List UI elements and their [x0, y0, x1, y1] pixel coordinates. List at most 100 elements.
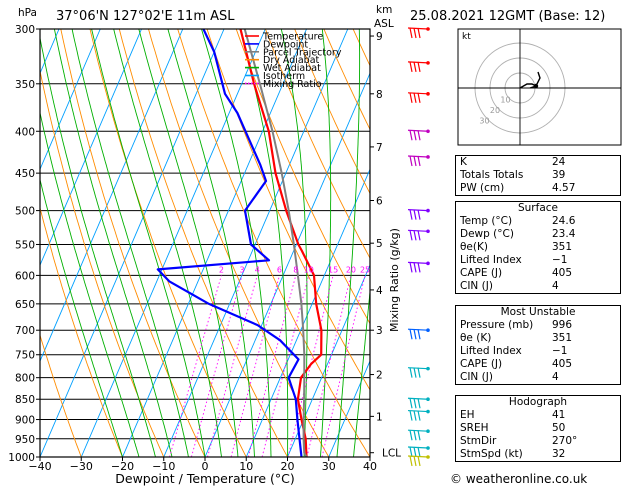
- pressure-tick-label: 1000: [8, 452, 35, 464]
- mixing-ratio-label: 8: [293, 265, 298, 274]
- isotherm-line: [163, 29, 349, 457]
- surface-row-label: Lifted Index: [460, 254, 522, 266]
- wet-adiabat-line: [40, 35, 156, 457]
- pressure-tick-label: 450: [15, 168, 35, 180]
- pw-value: 4.57: [552, 182, 576, 194]
- pressure-tick-label: 650: [15, 299, 35, 311]
- hodo-row-label: StmSpd (kt): [460, 448, 523, 460]
- mu-row-value: 4: [552, 371, 559, 383]
- k-index-value: 24: [552, 156, 566, 168]
- mu-row-label: Lifted Index: [460, 345, 522, 357]
- dry-adiabat-line: [40, 68, 165, 457]
- axes: 3003504004505005506006507007508008509009…: [8, 24, 401, 473]
- wet-adiabat-line: [138, 29, 239, 457]
- hodo-row-label: SREH: [460, 422, 489, 434]
- pressure-tick-label: 600: [15, 270, 35, 282]
- background-lines: [40, 29, 370, 457]
- km-tick-label: 5: [376, 238, 383, 250]
- hodograph-table: Hodograph EH 41 SREH 50 StmDir 270° StmSpd …: [455, 395, 621, 462]
- wind-barb: [407, 397, 430, 409]
- wet-adiabat-line: [201, 29, 272, 457]
- wind-barb: [407, 155, 430, 167]
- mixing-ratio-label: 2: [219, 265, 224, 274]
- x-tick-label: −20: [111, 460, 134, 473]
- x-tick-label: 10: [239, 460, 253, 473]
- x-tick-label: 0: [202, 460, 209, 473]
- mixing-ratio-label: 4: [255, 265, 260, 274]
- wet-adiabat-line: [71, 29, 189, 457]
- surface-row-value: 351: [552, 241, 573, 253]
- pressure-tick-label: 550: [15, 239, 35, 251]
- mixing-ratio-line: [247, 275, 297, 457]
- isotherm-line: [245, 168, 370, 457]
- mu-row-value: −1: [552, 345, 568, 357]
- x-tick-label: 40: [363, 460, 377, 473]
- hodo-row-value: 41: [552, 409, 566, 421]
- dry-adiabat-line: [264, 29, 370, 260]
- k-index-label: K: [460, 156, 467, 168]
- wind-barb: [407, 61, 430, 72]
- pressure-tick-label: 850: [15, 394, 35, 406]
- pw-label: PW (cm): [460, 182, 505, 194]
- mixing-ratio-line: [321, 275, 366, 457]
- asl-unit-label: ASL: [374, 18, 394, 30]
- hodo-row-label: EH: [460, 409, 475, 421]
- mixing-ratio-line: [190, 275, 243, 457]
- dry-adiabat-line: [40, 333, 82, 457]
- mu-row-label: CAPE (J): [460, 358, 503, 370]
- isotherm-line: [40, 29, 225, 457]
- most-unstable-table: Most Unstable Pressure (mb) 996 θe (K) 351…: [455, 305, 621, 385]
- wind-barb: [407, 129, 430, 141]
- km-tick-label: 2: [376, 370, 383, 382]
- hodograph-ring-label: 30: [479, 117, 489, 126]
- wet-adiabat-line: [239, 29, 289, 457]
- pressure-tick-label: 350: [15, 79, 35, 91]
- km-tick-label: 9: [376, 31, 383, 43]
- hpa-unit-label: hPa: [18, 7, 37, 19]
- mixing-ratio-label: 6: [277, 265, 282, 274]
- pressure-tick-label: 950: [15, 434, 35, 446]
- hodograph-title: Hodograph: [508, 396, 568, 408]
- wind-barb: [407, 366, 430, 378]
- wet-adiabat-line: [53, 29, 173, 457]
- mu-row-value: 996: [552, 319, 573, 331]
- hodo-row-label: StmDir: [460, 435, 497, 447]
- wind-barb: [407, 409, 430, 421]
- surface-row-label: Dewp (°C): [460, 228, 514, 240]
- wet-adiabat-line: [91, 29, 206, 457]
- legend-label: Dry Adiabat: [263, 55, 320, 66]
- mu-row-value: 405: [552, 358, 573, 370]
- wind-barb: [407, 229, 430, 241]
- totals-value: 39: [552, 169, 566, 181]
- dry-adiabat-line: [89, 29, 247, 457]
- km-tick-label: 3: [376, 325, 383, 337]
- x-axis-title: Dewpoint / Temperature (°C): [115, 471, 294, 486]
- wet-adiabat-line: [40, 177, 123, 457]
- wind-barb: [407, 261, 430, 273]
- mixing-ratio-line: [207, 275, 258, 457]
- datetime-label: 25.08.2021 12GMT (Base: 12): [410, 9, 605, 24]
- pressure-tick-label: 300: [15, 24, 35, 36]
- legend-label: Isotherm: [263, 71, 305, 82]
- wet-adiabat-line: [353, 287, 370, 457]
- legend-label: Dewpoint: [263, 39, 308, 50]
- km-tick-label: 6: [376, 195, 383, 207]
- isotherm-line: [328, 359, 370, 457]
- km-tick-label: 8: [376, 89, 383, 101]
- x-tick-label: 30: [322, 460, 336, 473]
- surface-row-value: 24.6: [552, 215, 576, 227]
- wind-barb: [407, 455, 430, 467]
- mixing-ratio-label: 15: [328, 265, 338, 274]
- legend-label: Parcel Trajectory: [263, 47, 342, 58]
- x-tick-label: −40: [28, 460, 51, 473]
- wet-adiabat-line: [167, 29, 255, 457]
- wind-barb: [407, 208, 430, 220]
- km-unit-label: km: [376, 4, 392, 16]
- km-tick-label: 4: [376, 285, 383, 297]
- dry-adiabat-line: [118, 29, 288, 457]
- x-tick-label: 20: [281, 460, 295, 473]
- isotherm-line: [287, 264, 370, 457]
- indices-top-table: K 24 Totals Totals 39 PW (cm) 4.57: [455, 155, 621, 196]
